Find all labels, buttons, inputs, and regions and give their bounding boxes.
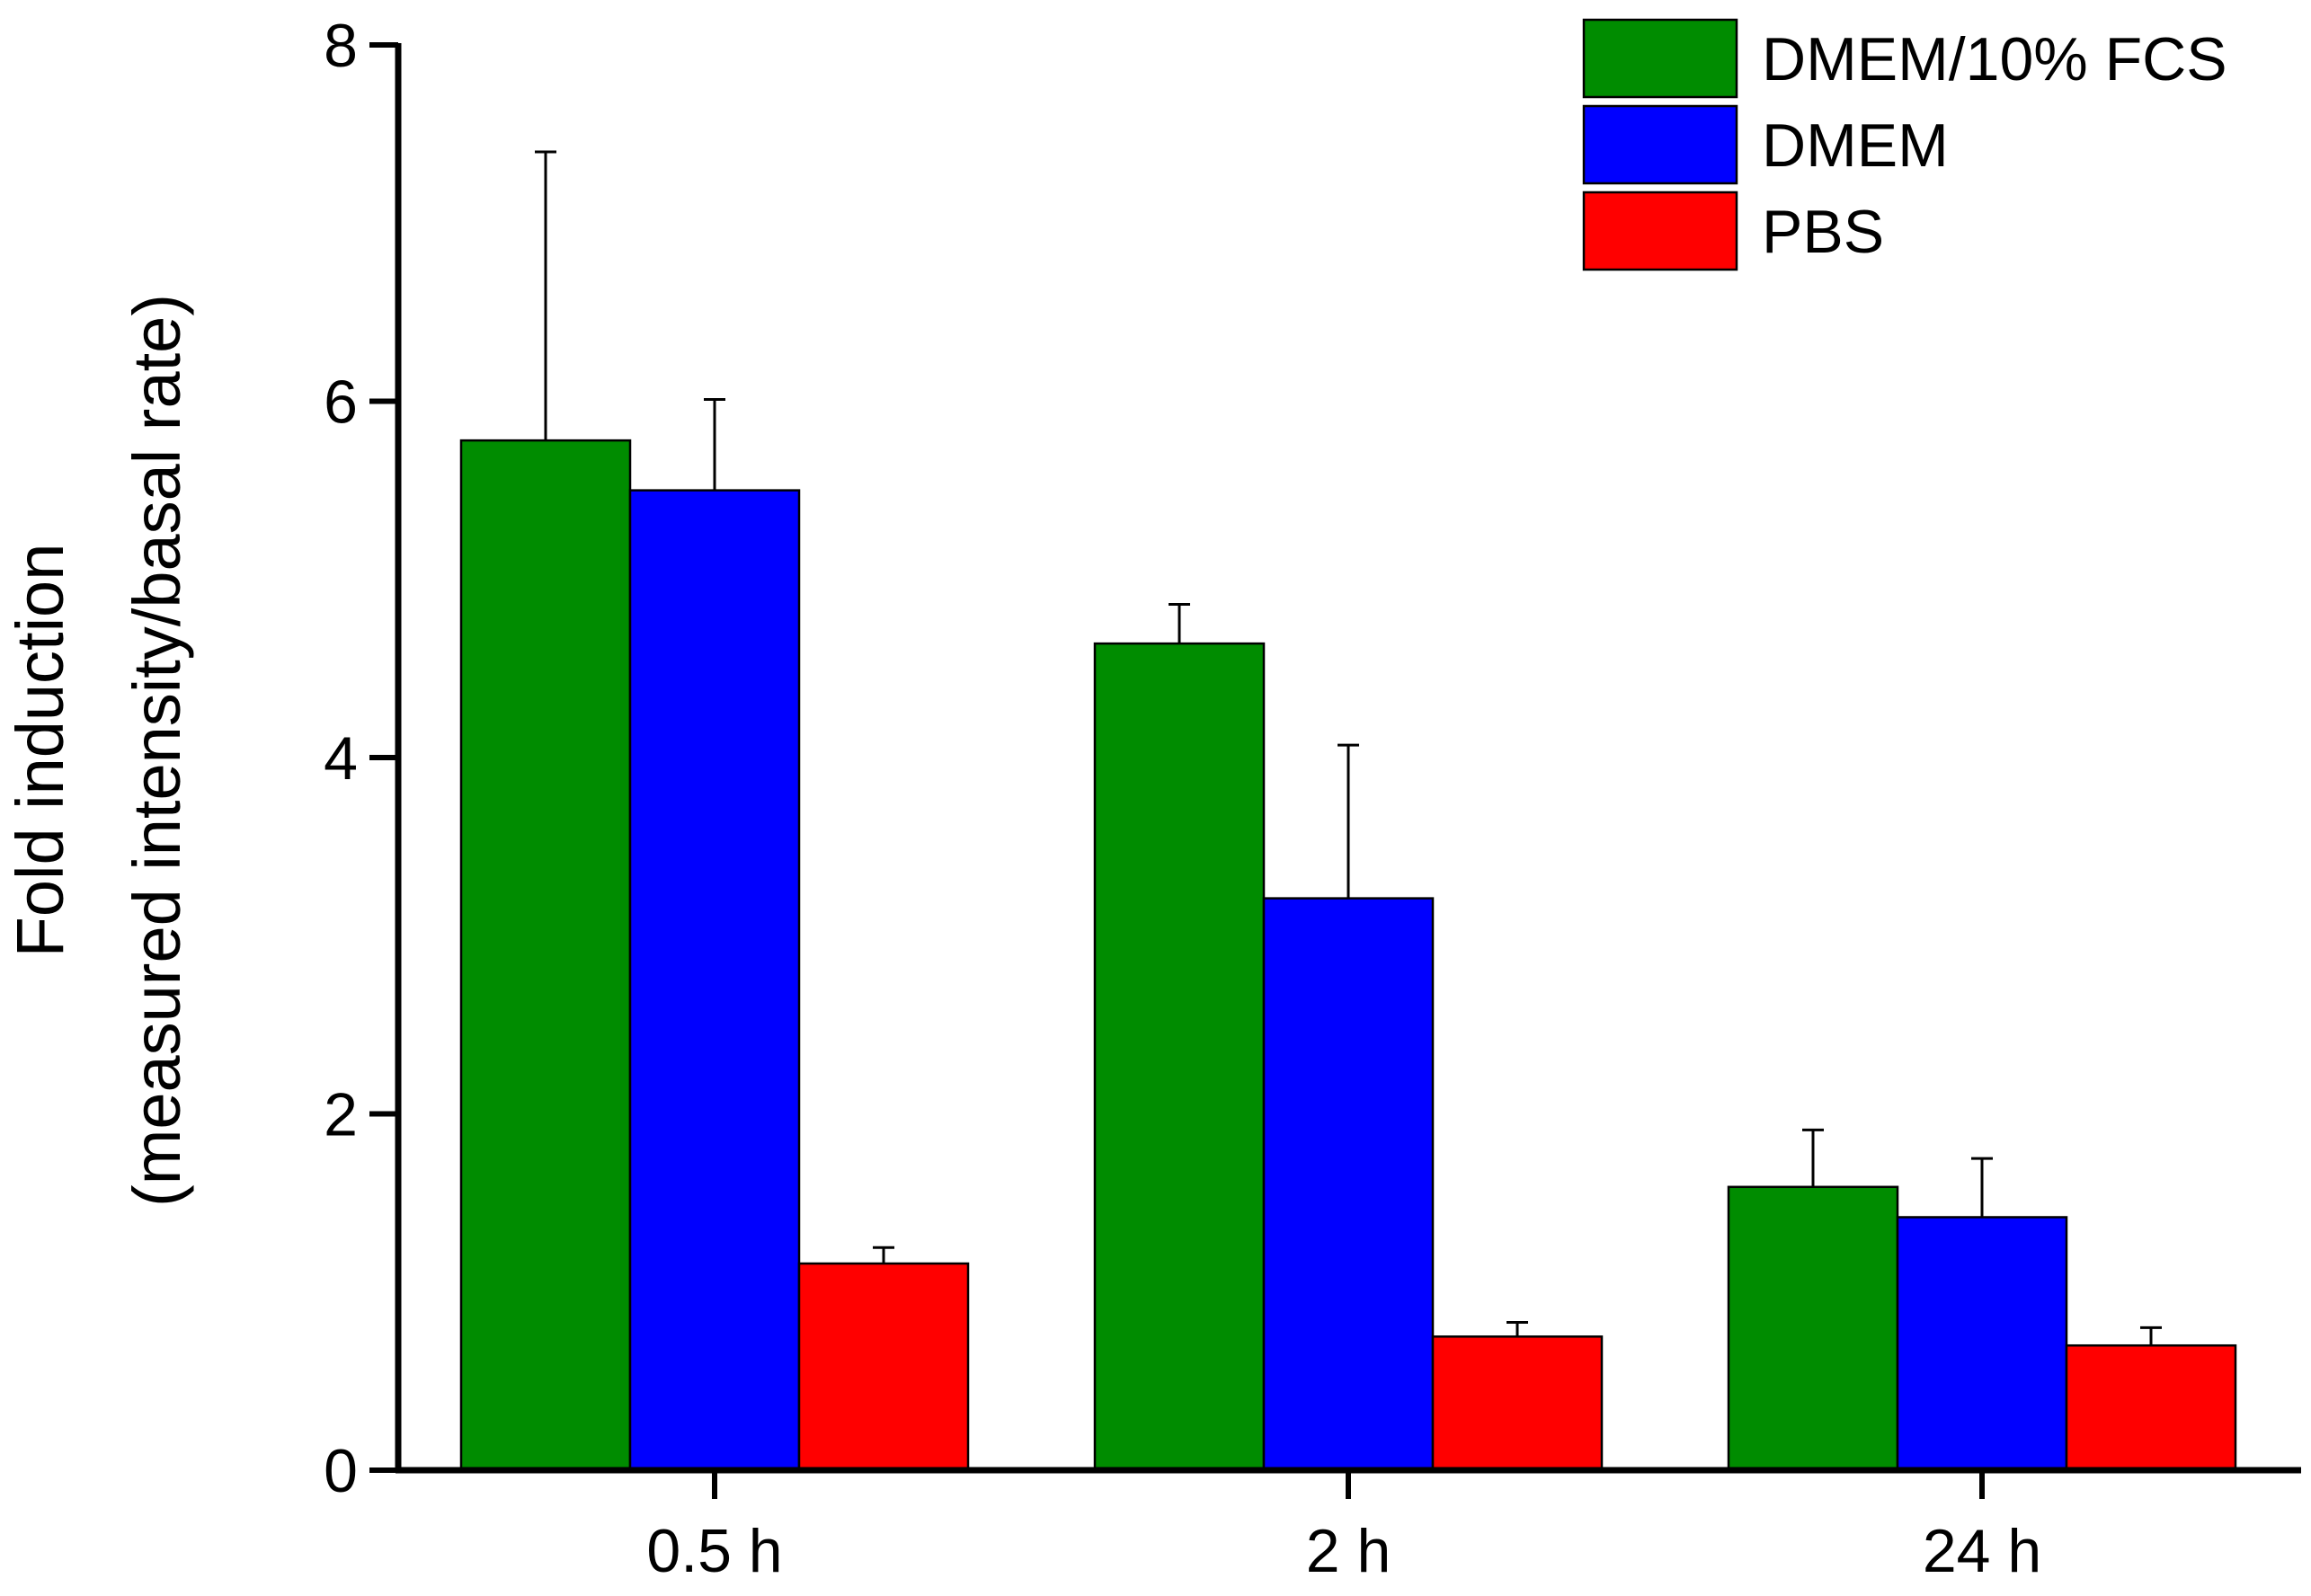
- bar-1-2: [1896, 1216, 2068, 1472]
- legend-label-1: DMEM: [1762, 111, 1949, 180]
- error-bars-layer: [535, 150, 2162, 1346]
- axes-layer: 0 2 4 6 8 0.5 h 2 h 24 h: [324, 12, 2301, 1585]
- legend-swatch-0: [1582, 18, 1738, 99]
- legend-label-2: PBS: [1762, 198, 1884, 266]
- y-tick-label-2: 4: [324, 724, 358, 793]
- bar-2-0: [797, 1262, 970, 1472]
- y-tick-label-4: 8: [324, 12, 358, 80]
- legend-swatch-1: [1582, 104, 1738, 185]
- y-axis-label-sub: (measured intensity/basal rate): [120, 294, 194, 1207]
- axis-labels-layer: Fold induction (measured intensity/basal…: [3, 294, 194, 1207]
- x-tick-label-2: 24 h: [1923, 1517, 2041, 1585]
- y-tick-label-3: 6: [324, 368, 358, 437]
- y-axis-label: Fold induction: [3, 544, 77, 958]
- y-tick-label-1: 2: [324, 1081, 358, 1149]
- x-tick-label-0: 0.5 h: [646, 1517, 782, 1585]
- bar-2-2: [2065, 1343, 2237, 1472]
- bar-1-0: [628, 489, 801, 1472]
- legend-label-0: DMEM/10% FCS: [1762, 25, 2227, 93]
- bar-2-1: [1431, 1335, 1604, 1472]
- legend: DMEM/10% FCS DMEM PBS: [1582, 18, 2227, 271]
- legend-swatch-2: [1582, 191, 1738, 271]
- bar-0-1: [1093, 642, 1266, 1472]
- bar-0-2: [1727, 1185, 1899, 1472]
- bar-1-1: [1262, 897, 1435, 1472]
- bars-layer: [459, 439, 2237, 1472]
- bar-0-0: [459, 439, 632, 1472]
- x-tick-label-1: 2 h: [1306, 1517, 1391, 1585]
- y-tick-label-0: 0: [324, 1437, 358, 1505]
